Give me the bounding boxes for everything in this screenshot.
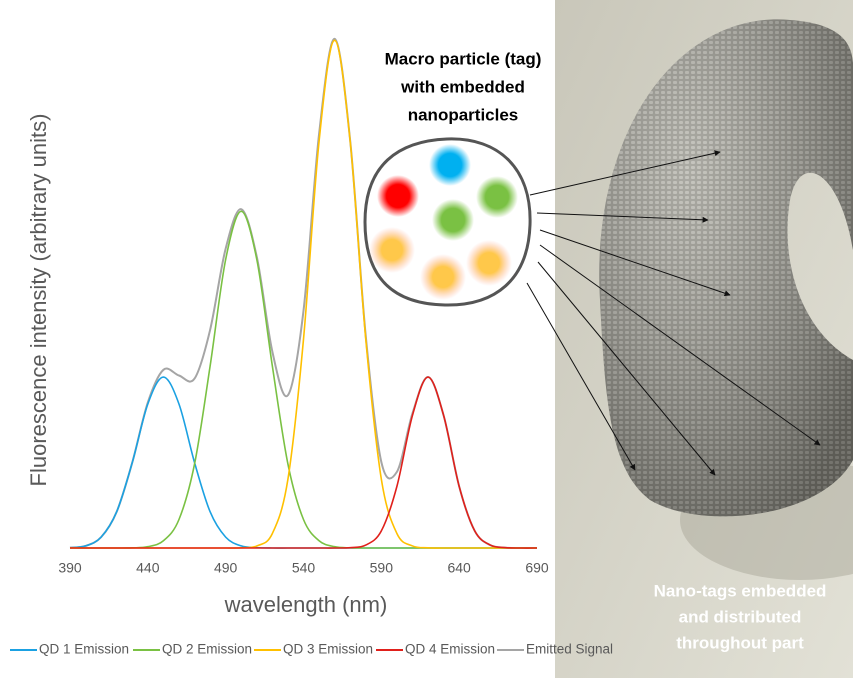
part-label: and distributed: [679, 607, 802, 626]
figure: Nano-tags embedded and distributed throu…: [0, 0, 853, 678]
legend: QD 1 Emission QD 2 Emission QD 3 Emission Q…: [10, 642, 613, 657]
x-axis-title: wavelength (nm): [224, 592, 388, 617]
x-tick-label: 590: [370, 560, 394, 576]
series-line: [70, 377, 537, 548]
x-tick-label: 640: [447, 560, 471, 576]
x-tick-label: 390: [58, 560, 82, 576]
y-axis-title: Fluorescence intensity (arbitrary units): [26, 114, 51, 487]
part-label: throughout part: [676, 633, 804, 652]
x-tick-label: 440: [136, 560, 160, 576]
x-tick-label: 540: [292, 560, 316, 576]
nanoparticle: [420, 254, 466, 300]
nanoparticle: [429, 144, 471, 186]
legend-label: Emitted Signal: [526, 642, 613, 657]
nanoparticle: [476, 176, 518, 218]
part-label: Nano-tags embedded: [654, 581, 827, 600]
tag-label: with embedded: [400, 77, 525, 96]
series-line: [70, 377, 537, 548]
legend-label: QD 2 Emission: [162, 642, 252, 657]
legend-label: QD 1 Emission: [39, 642, 129, 657]
nanoparticle: [466, 240, 512, 286]
part-illustration: Nano-tags embedded and distributed throu…: [555, 0, 853, 678]
nanoparticle: [377, 175, 419, 217]
tag-label: nanoparticles: [408, 105, 519, 124]
x-tick-label: 690: [525, 560, 549, 576]
tag-label: Macro particle (tag): [385, 49, 542, 68]
legend-label: QD 3 Emission: [283, 642, 373, 657]
legend-label: QD 4 Emission: [405, 642, 495, 657]
nanoparticle: [432, 199, 474, 241]
x-tick-label: 490: [214, 560, 238, 576]
nanoparticle: [369, 227, 415, 273]
